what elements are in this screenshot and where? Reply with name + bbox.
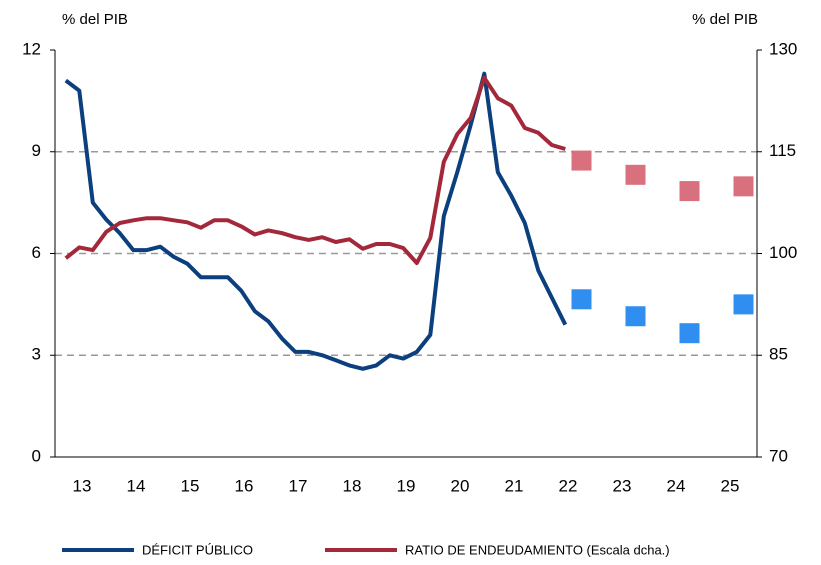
forecast-marker [625, 164, 646, 185]
x-tick-label: 23 [613, 476, 632, 495]
series-line [64, 71, 568, 371]
forecast-marker [571, 289, 592, 310]
y-tick-label: 9 [32, 141, 41, 160]
forecast-marker [679, 181, 700, 202]
x-tick-label: 22 [559, 476, 578, 495]
forecast-marker [571, 150, 592, 171]
x-tick-label: 24 [667, 476, 686, 495]
y2-tick-label: 100 [769, 243, 797, 262]
y2-tick-label: 130 [769, 39, 797, 58]
forecast-marker [733, 176, 754, 197]
series-line [64, 75, 566, 265]
x-tick-label: 16 [235, 476, 254, 495]
x-tick-label: 18 [343, 476, 362, 495]
y-axis-label: % del PIB [62, 11, 128, 28]
y2-tick-label: 70 [769, 446, 788, 465]
x-tick-label: 14 [127, 476, 146, 495]
forecast-marker [733, 294, 754, 315]
x-tick-label: 19 [397, 476, 416, 495]
y-tick-label: 0 [32, 446, 41, 465]
legend-label: RATIO DE ENDEUDAMIENTO (Escala dcha.) [405, 542, 670, 557]
x-tick-label: 15 [181, 476, 200, 495]
x-tick-label: 13 [73, 476, 92, 495]
x-tick-label: 17 [289, 476, 308, 495]
y-tick-label: 12 [22, 39, 41, 58]
x-tick-label: 21 [505, 476, 524, 495]
x-tick-label: 25 [721, 476, 740, 495]
legend-label: DÉFICIT PÚBLICO [142, 542, 253, 557]
forecast-marker [625, 306, 646, 327]
y-tick-label: 6 [32, 243, 41, 262]
x-tick-label: 20 [451, 476, 470, 495]
y2-tick-label: 115 [769, 141, 796, 160]
y-tick-label: 3 [32, 345, 41, 364]
y2-tick-label: 85 [769, 345, 788, 364]
forecast-marker [679, 323, 700, 344]
y2-axis-label: % del PIB [692, 11, 758, 28]
